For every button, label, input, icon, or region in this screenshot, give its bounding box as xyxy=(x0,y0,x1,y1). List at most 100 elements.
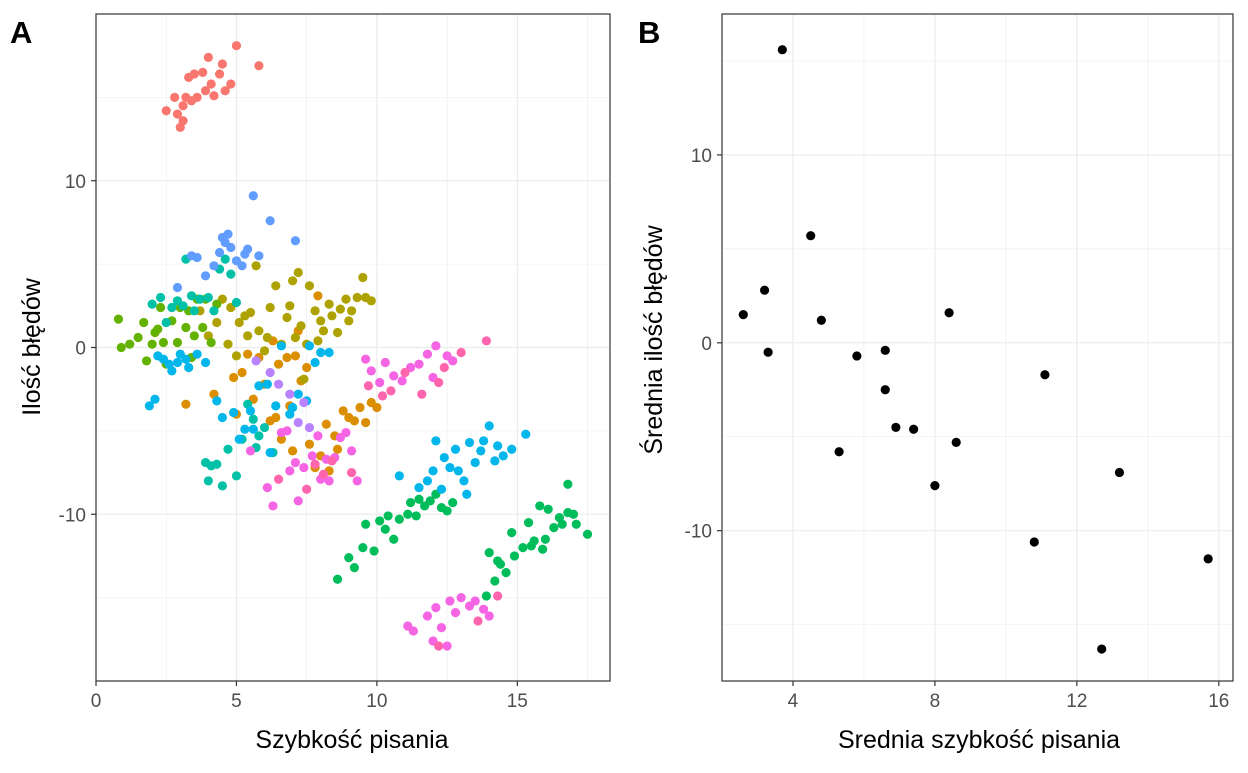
scatter-point xyxy=(411,511,421,521)
panel-label: A xyxy=(10,15,32,50)
scatter-point xyxy=(240,424,250,434)
scatter-point xyxy=(568,509,579,519)
scatter-point xyxy=(302,484,312,494)
scatter-point xyxy=(806,231,816,241)
scatter-point xyxy=(338,406,348,416)
scatter-point xyxy=(310,459,320,469)
scatter-point xyxy=(341,427,351,438)
scatter-point xyxy=(203,292,213,303)
x-axis-title: Szybkość pisania xyxy=(255,726,448,754)
scatter-point xyxy=(763,347,773,357)
scatter-point xyxy=(186,291,197,301)
scatter-point xyxy=(288,276,298,286)
scatter-point xyxy=(282,426,292,436)
scatter-point xyxy=(777,45,787,55)
scatter-point xyxy=(442,506,452,516)
data-points xyxy=(738,45,1213,654)
scatter-point xyxy=(1040,370,1050,380)
scatter-point xyxy=(448,356,458,366)
scatter-point xyxy=(479,436,489,446)
scatter-point xyxy=(386,386,396,396)
scatter-point xyxy=(1029,537,1039,547)
data-points xyxy=(113,41,593,651)
panel-label: B xyxy=(638,15,660,50)
scatter-point xyxy=(198,67,208,77)
scatter-point xyxy=(484,421,494,431)
scatter-point xyxy=(209,306,219,316)
scatter-point xyxy=(453,466,463,476)
scatter-point xyxy=(543,504,553,514)
x-tick-label: 8 xyxy=(930,691,941,712)
scatter-point xyxy=(445,462,455,473)
scatter-point xyxy=(282,352,292,363)
scatter-point xyxy=(150,394,160,404)
scatter-point xyxy=(355,402,365,413)
scatter-point xyxy=(273,379,284,389)
scatter-point xyxy=(254,326,264,336)
scatter-point xyxy=(501,568,511,578)
scatter-point xyxy=(214,69,225,79)
x-tick-label: 4 xyxy=(788,691,799,712)
scatter-point xyxy=(271,412,281,423)
scatter-point xyxy=(332,327,343,338)
scatter-point xyxy=(405,497,416,508)
scatter-point xyxy=(951,437,961,447)
scatter-point xyxy=(212,317,222,328)
scatter-point xyxy=(490,576,500,586)
scatter-point xyxy=(217,412,227,423)
scatter-point xyxy=(759,285,770,295)
scatter-point xyxy=(167,302,177,313)
scatter-point xyxy=(366,366,376,376)
y-tick-label: 10 xyxy=(691,146,712,167)
scatter-point xyxy=(276,434,286,444)
scatter-point xyxy=(476,446,486,456)
scatter-point xyxy=(262,332,272,343)
scatter-point xyxy=(229,407,239,418)
scatter-point xyxy=(161,106,171,116)
scatter-point xyxy=(243,349,253,359)
scatter-point xyxy=(265,216,275,226)
scatter-point xyxy=(358,543,368,553)
scatter-point xyxy=(372,402,382,413)
panel-b: 4 8 12 16 10 0 -10 Srednia szybkość pisania Śred… xyxy=(638,13,1234,754)
scatter-point xyxy=(189,306,199,316)
scatter-point xyxy=(172,109,183,119)
scatter-point xyxy=(200,271,211,281)
scatter-point xyxy=(184,362,194,373)
scatter-point xyxy=(172,357,183,368)
scatter-point xyxy=(324,347,334,358)
x-tick-label: 5 xyxy=(231,691,242,712)
scatter-point xyxy=(383,511,393,521)
scatter-point xyxy=(375,516,385,526)
scatter-point xyxy=(226,79,236,89)
scatter-point xyxy=(1097,644,1107,654)
scatter-point xyxy=(518,543,528,553)
scatter-point xyxy=(397,376,407,386)
scatter-point xyxy=(816,315,826,325)
scatter-point xyxy=(285,301,295,311)
scatter-point xyxy=(192,252,202,263)
scatter-point xyxy=(930,480,940,491)
scatter-point xyxy=(462,489,472,499)
x-tick-label: 0 xyxy=(91,691,102,712)
scatter-point xyxy=(203,52,213,62)
scatter-point xyxy=(237,261,247,271)
scatter-point xyxy=(262,379,272,389)
scatter-point xyxy=(834,447,844,457)
scatter-point xyxy=(259,346,270,356)
scatter-point xyxy=(254,381,264,391)
scatter-point xyxy=(290,236,301,246)
scatter-point xyxy=(414,359,424,369)
scatter-point xyxy=(234,317,244,328)
scatter-point xyxy=(403,509,413,519)
y-tick-label: 0 xyxy=(701,334,712,355)
scatter-point xyxy=(273,359,284,369)
scatter-point xyxy=(571,519,581,529)
scatter-point xyxy=(377,391,388,401)
scatter-point xyxy=(271,401,281,411)
scatter-point xyxy=(557,519,567,529)
scatter-point xyxy=(537,544,548,554)
scatter-point xyxy=(265,447,275,458)
panel-border xyxy=(721,13,1234,682)
scatter-point xyxy=(332,574,343,584)
